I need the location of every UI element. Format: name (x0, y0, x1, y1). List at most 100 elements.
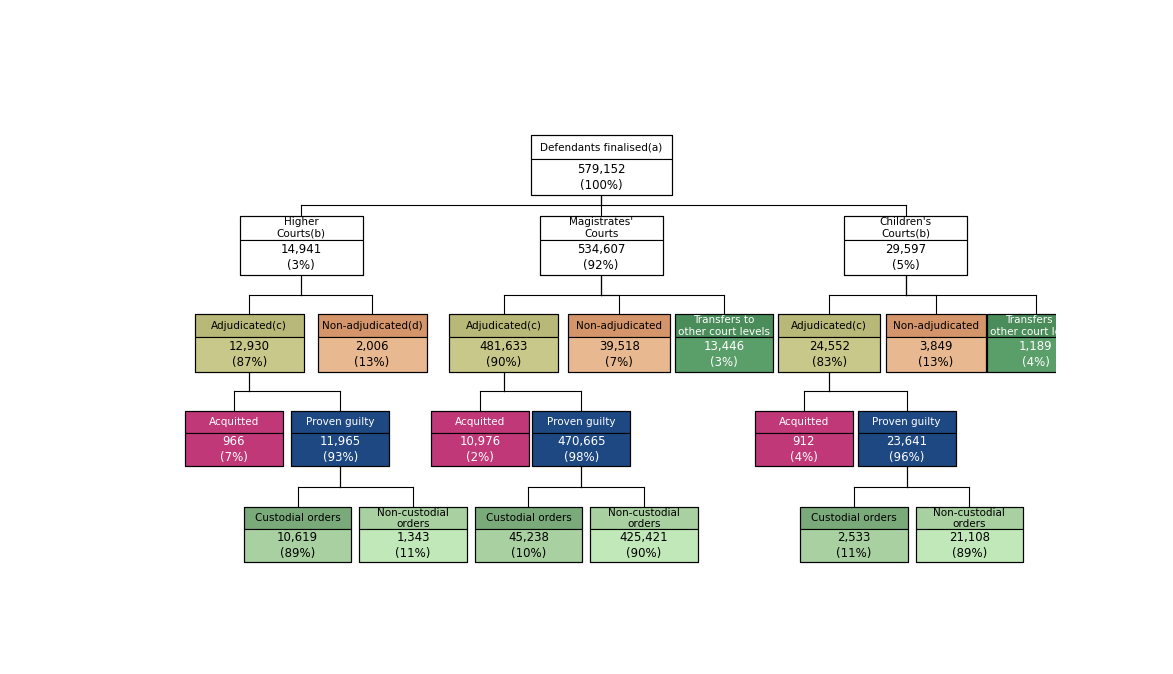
Bar (533, 433, 630, 466)
Text: 11,965
(93%): 11,965 (93%) (320, 435, 361, 464)
Bar (857, 433, 956, 466)
Bar (244, 530, 351, 563)
Bar (533, 411, 630, 433)
Text: 39,518
(7%): 39,518 (7%) (599, 340, 639, 369)
Text: 14,941
(3%): 14,941 (3%) (280, 243, 321, 272)
Text: 2,006
(13%): 2,006 (13%) (354, 340, 389, 369)
Text: 13,446
(3%): 13,446 (3%) (704, 340, 745, 369)
Bar (674, 314, 773, 371)
Bar (916, 530, 1023, 563)
Bar (239, 216, 362, 240)
Bar (540, 216, 663, 276)
Bar (449, 337, 558, 371)
Bar (986, 314, 1085, 371)
Bar (845, 216, 967, 240)
Text: Proven guilty: Proven guilty (547, 417, 616, 427)
Text: Acquitted: Acquitted (779, 417, 829, 427)
Text: 2,533
(11%): 2,533 (11%) (836, 532, 872, 561)
Text: 470,665
(98%): 470,665 (98%) (557, 435, 605, 464)
Bar (540, 216, 663, 240)
Bar (244, 508, 351, 530)
Bar (845, 240, 967, 276)
Bar (244, 508, 351, 563)
Text: 45,238
(10%): 45,238 (10%) (508, 532, 549, 561)
Bar (449, 314, 558, 371)
Bar (195, 314, 304, 337)
Bar (239, 216, 362, 276)
Text: Adjudicated(c): Adjudicated(c) (466, 321, 542, 331)
Bar (845, 216, 967, 276)
Bar (754, 433, 853, 466)
Text: 3,849
(13%): 3,849 (13%) (918, 340, 954, 369)
Text: Non-custodial
orders: Non-custodial orders (608, 508, 680, 529)
Text: Children's
Courts(b): Children's Courts(b) (880, 217, 931, 239)
Bar (291, 433, 389, 466)
Text: 10,619
(89%): 10,619 (89%) (277, 532, 318, 561)
Bar (590, 508, 698, 563)
Bar (530, 159, 672, 195)
Text: Proven guilty: Proven guilty (873, 417, 941, 427)
Text: Non-adjudicated(d): Non-adjudicated(d) (321, 321, 422, 331)
Bar (540, 240, 663, 276)
Text: Proven guilty: Proven guilty (306, 417, 374, 427)
Bar (800, 530, 908, 563)
Bar (318, 337, 427, 371)
Bar (590, 530, 698, 563)
Bar (754, 411, 853, 433)
Text: 1,189
(4%): 1,189 (4%) (1019, 340, 1052, 369)
Bar (449, 314, 558, 337)
Text: 29,597
(5%): 29,597 (5%) (886, 243, 927, 272)
Bar (185, 411, 283, 466)
Bar (185, 433, 283, 466)
Text: 912
(4%): 912 (4%) (789, 435, 818, 464)
Bar (185, 411, 283, 433)
Text: Non-adjudicated: Non-adjudicated (893, 321, 978, 331)
Text: Non-custodial
orders: Non-custodial orders (377, 508, 449, 529)
Bar (986, 337, 1085, 371)
Text: 481,633
(90%): 481,633 (90%) (480, 340, 528, 369)
Bar (530, 135, 672, 195)
Text: 534,607
(92%): 534,607 (92%) (577, 243, 625, 272)
Text: 425,421
(90%): 425,421 (90%) (619, 532, 669, 561)
Text: 10,976
(2%): 10,976 (2%) (460, 435, 501, 464)
Text: 1,343
(11%): 1,343 (11%) (395, 532, 430, 561)
Bar (754, 411, 853, 466)
Bar (857, 411, 956, 433)
Bar (291, 411, 389, 433)
Text: Transfers to
other court levels: Transfers to other court levels (678, 315, 769, 336)
Bar (800, 508, 908, 530)
Text: Non-adjudicated: Non-adjudicated (576, 321, 663, 331)
Text: Acquitted: Acquitted (209, 417, 259, 427)
Bar (674, 314, 773, 337)
Bar (475, 508, 582, 530)
Text: 966
(7%): 966 (7%) (221, 435, 248, 464)
Bar (291, 411, 389, 466)
Bar (530, 135, 672, 159)
Text: Adjudicated(c): Adjudicated(c) (792, 321, 867, 331)
Bar (886, 314, 985, 337)
Bar (916, 508, 1023, 563)
Bar (475, 530, 582, 563)
Text: 12,930
(87%): 12,930 (87%) (229, 340, 270, 369)
Bar (779, 337, 880, 371)
Bar (195, 314, 304, 371)
Text: 579,152
(100%): 579,152 (100%) (577, 162, 625, 191)
Bar (195, 337, 304, 371)
Bar (432, 411, 529, 433)
Text: Custodial orders: Custodial orders (486, 514, 571, 524)
Text: Non-custodial
orders: Non-custodial orders (934, 508, 1005, 529)
Bar (569, 314, 670, 371)
Text: Acquitted: Acquitted (455, 417, 506, 427)
Bar (359, 530, 467, 563)
Bar (533, 411, 630, 466)
Bar (857, 411, 956, 466)
Bar (318, 314, 427, 371)
Bar (986, 314, 1085, 337)
Bar (569, 337, 670, 371)
Bar (359, 508, 467, 530)
Bar (569, 314, 670, 337)
Bar (432, 411, 529, 466)
Text: 21,108
(89%): 21,108 (89%) (949, 532, 990, 561)
Text: Custodial orders: Custodial orders (811, 514, 897, 524)
Bar (916, 508, 1023, 530)
